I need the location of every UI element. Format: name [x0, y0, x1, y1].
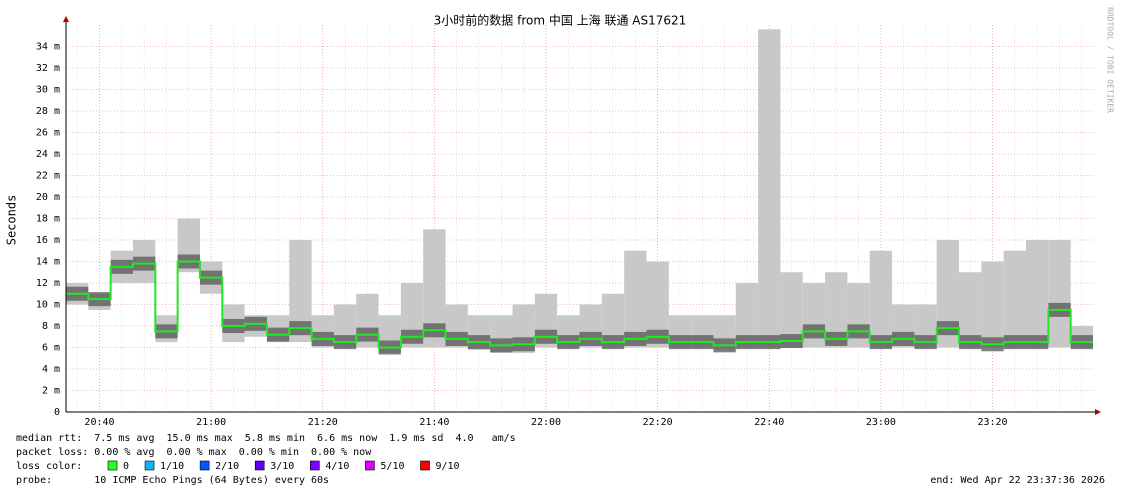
y-tick-label: 4 m	[42, 364, 60, 375]
stats-line: median rtt: 7.5 ms avg 15.0 ms max 5.8 m…	[16, 433, 516, 444]
loss-label: 3/10	[270, 461, 294, 472]
watermark: RRDTOOL / TOBI OETIKER	[1106, 7, 1115, 113]
loss-swatch	[144, 460, 155, 471]
probe: probe: 10 ICMP Echo Pings (64 Bytes) eve…	[16, 475, 329, 486]
loss-label: 5/10	[380, 461, 404, 472]
loss-label: 9/10	[436, 461, 460, 472]
smoke-band	[959, 272, 982, 348]
y-tick-label: 2 m	[42, 386, 60, 397]
loss-swatch	[420, 460, 430, 471]
loss-swatch	[310, 460, 320, 471]
smoke-band	[1048, 240, 1071, 348]
y-tick-label: 34 m	[36, 42, 60, 53]
smoke-band	[646, 261, 669, 348]
y-tick-label: 12 m	[36, 278, 60, 289]
loss-label: 1/10	[160, 461, 184, 472]
smoke-band	[624, 250, 647, 348]
smoke-band	[936, 240, 960, 348]
loss-label: 4/10	[325, 461, 349, 472]
y-tick-label: 26 m	[36, 128, 60, 139]
loss-label: 0	[123, 461, 129, 472]
x-tick-label: 21:00	[196, 417, 226, 428]
x-tick-label: 22:20	[643, 417, 673, 428]
y-axis-label: Seconds	[5, 195, 19, 246]
chart-title: 3小时前的数据 from 中国 上海 联通 AS17621	[434, 13, 687, 28]
x-tick-label: 23:20	[977, 417, 1007, 428]
x-tick-label: 20:40	[84, 417, 114, 428]
y-tick-label: 32 m	[36, 63, 60, 74]
smoke-band	[601, 293, 625, 348]
smoke-band	[869, 250, 893, 348]
x-tick-label: 22:40	[754, 417, 784, 428]
y-tick-label: 16 m	[36, 235, 60, 246]
y-tick-label: 22 m	[36, 171, 60, 182]
x-tick-label: 21:20	[308, 417, 338, 428]
y-arrow	[63, 16, 69, 22]
loss-title: loss color:	[16, 461, 82, 472]
smoke-band	[423, 229, 446, 348]
x-tick-label: 23:00	[866, 417, 896, 428]
y-tick-label: 20 m	[36, 192, 60, 203]
y-tick-label: 8 m	[42, 321, 60, 332]
loss-swatch	[107, 460, 118, 471]
y-tick-label: 30 m	[36, 85, 60, 96]
loss-label: 2/10	[215, 461, 239, 472]
y-tick-label: 6 m	[42, 343, 60, 354]
y-tick-label: 14 m	[36, 257, 60, 268]
smoke-band	[758, 29, 781, 348]
y-tick-label: 0	[54, 407, 60, 418]
y-tick-label: 18 m	[36, 214, 60, 225]
y-tick-label: 24 m	[36, 149, 60, 160]
x-tick-label: 21:40	[419, 417, 449, 428]
end-time: end: Wed Apr 22 23:37:36 2026	[930, 475, 1105, 486]
loss-swatch	[365, 460, 375, 471]
x-tick-label: 22:00	[531, 417, 561, 428]
loss-swatch	[254, 460, 265, 471]
loss-swatch	[199, 460, 210, 471]
smoke-band	[780, 272, 803, 348]
smoke-band	[825, 272, 848, 348]
smoke-band	[289, 240, 312, 343]
y-tick-label: 10 m	[36, 300, 60, 311]
median-line	[66, 260, 1093, 349]
smoke-band	[1003, 250, 1027, 348]
smoke-band	[1026, 240, 1049, 348]
x-arrow	[1095, 409, 1101, 415]
smoke-band	[735, 283, 759, 348]
y-tick-label: 28 m	[36, 106, 60, 117]
stats-line: packet loss: 0.00 % avg 0.00 % max 0.00 …	[16, 447, 372, 458]
smoke-band	[981, 261, 1004, 348]
